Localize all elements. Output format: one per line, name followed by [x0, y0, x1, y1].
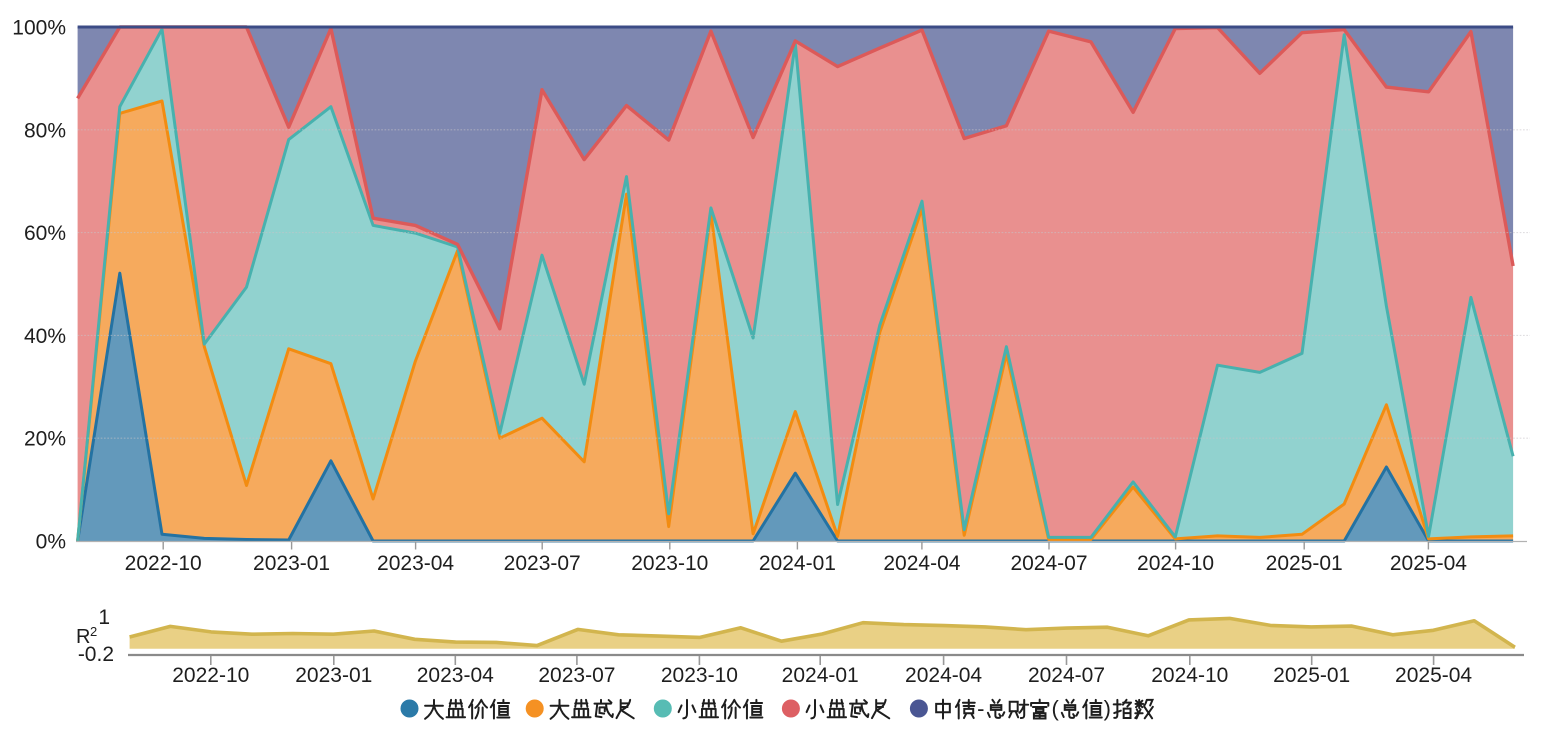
svg-text:2023-07: 2023-07 — [504, 552, 581, 575]
svg-text:): ) — [1104, 696, 1111, 721]
svg-text:2: 2 — [90, 624, 97, 639]
svg-text:80%: 80% — [24, 119, 66, 142]
svg-text:20%: 20% — [24, 428, 66, 451]
svg-text:2024-07: 2024-07 — [1010, 552, 1087, 575]
svg-text:1: 1 — [98, 606, 110, 629]
svg-text:2024-04: 2024-04 — [883, 552, 960, 575]
svg-text:2023-10: 2023-10 — [661, 664, 738, 687]
svg-text:2024-01: 2024-01 — [759, 552, 836, 575]
svg-text:-0.2: -0.2 — [78, 643, 114, 666]
svg-text:0%: 0% — [36, 531, 66, 554]
svg-text:40%: 40% — [24, 325, 66, 348]
svg-text:2024-04: 2024-04 — [905, 664, 982, 687]
svg-text:100%: 100% — [12, 17, 66, 40]
svg-text:2022-10: 2022-10 — [172, 664, 249, 687]
svg-text:R: R — [76, 626, 90, 648]
svg-text:2024-10: 2024-10 — [1151, 664, 1228, 687]
svg-text:2023-04: 2023-04 — [377, 552, 454, 575]
svg-text:2024-07: 2024-07 — [1028, 664, 1105, 687]
svg-text:2023-04: 2023-04 — [417, 664, 494, 687]
svg-text:(: ( — [1052, 696, 1060, 721]
svg-text:2025-04: 2025-04 — [1390, 552, 1467, 575]
svg-text:2023-01: 2023-01 — [295, 664, 372, 687]
svg-text:2025-01: 2025-01 — [1266, 552, 1343, 575]
svg-text:2023-01: 2023-01 — [253, 552, 330, 575]
svg-text:2025-04: 2025-04 — [1395, 664, 1472, 687]
svg-text:2024-10: 2024-10 — [1137, 552, 1214, 575]
svg-text:2023-10: 2023-10 — [631, 552, 708, 575]
svg-text:2022-10: 2022-10 — [125, 552, 202, 575]
svg-text:2023-07: 2023-07 — [538, 664, 615, 687]
svg-text:-: - — [977, 696, 984, 721]
svg-text:2024-01: 2024-01 — [782, 664, 859, 687]
svg-text:60%: 60% — [24, 222, 66, 245]
svg-text:2025-01: 2025-01 — [1273, 664, 1350, 687]
